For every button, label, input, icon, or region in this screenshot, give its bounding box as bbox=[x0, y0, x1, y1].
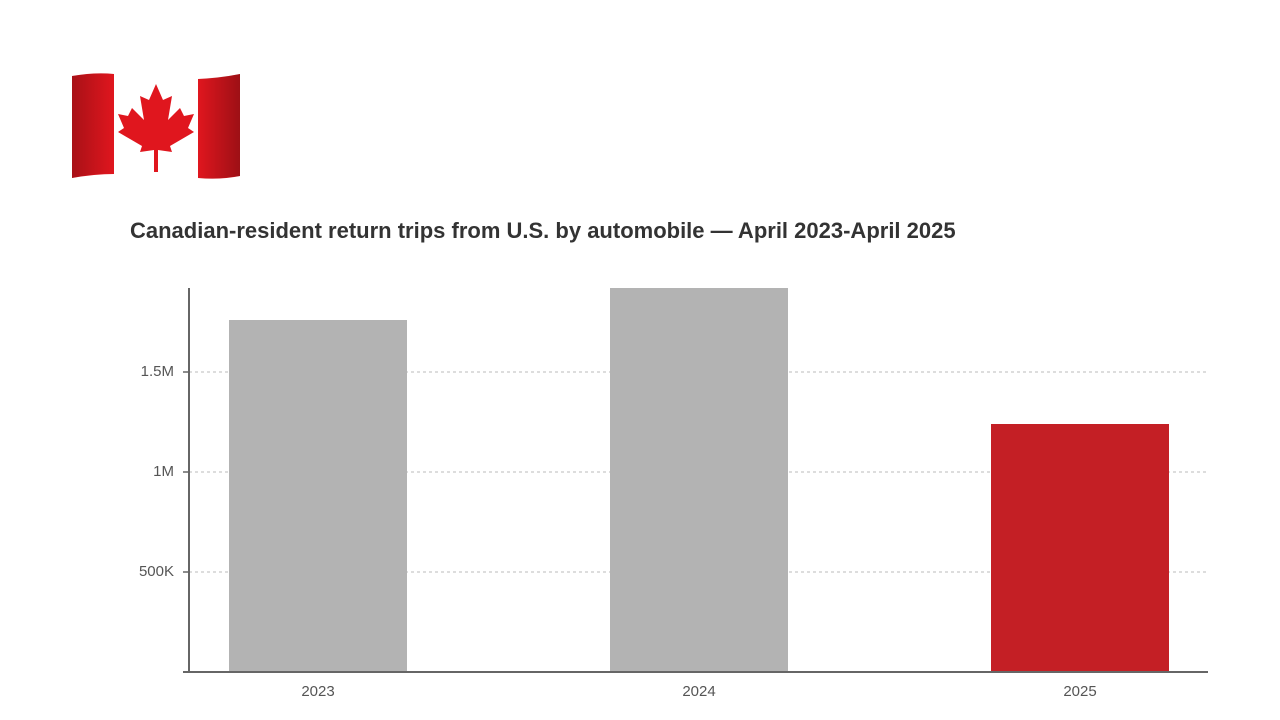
x-tick-label: 2024 bbox=[682, 683, 715, 700]
y-tick-label: 1.5M bbox=[141, 363, 174, 380]
chart-title: Canadian-resident return trips from U.S.… bbox=[130, 218, 956, 243]
bar bbox=[991, 424, 1169, 672]
bar bbox=[229, 320, 407, 672]
flag bbox=[72, 73, 240, 179]
x-tick-label: 2025 bbox=[1063, 683, 1096, 700]
y-tick-label: 500K bbox=[139, 563, 174, 580]
x-tick-label: 2023 bbox=[301, 683, 334, 700]
y-tick-label: 1M bbox=[153, 463, 174, 480]
bar bbox=[610, 288, 788, 672]
